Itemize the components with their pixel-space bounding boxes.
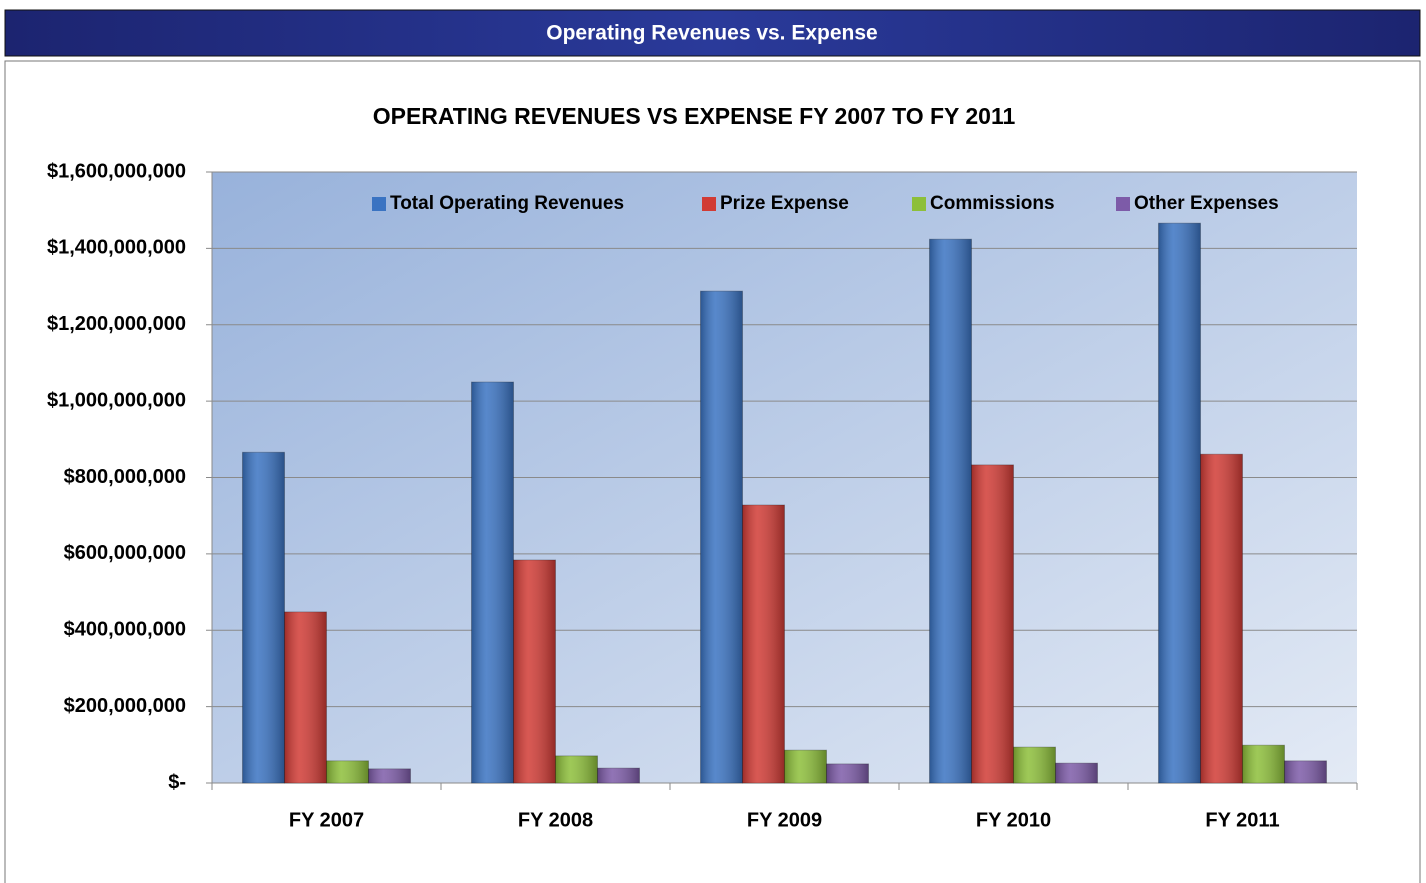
y-tick-label: $400,000,000 <box>64 619 186 641</box>
legend-swatch <box>1116 197 1130 211</box>
y-tick-label: $- <box>168 771 186 793</box>
y-tick-label: $1,200,000,000 <box>47 313 186 335</box>
legend-label: Commissions <box>930 193 1055 214</box>
header-title: Operating Revenues vs. Expense <box>546 22 877 45</box>
bar <box>1200 453 1243 784</box>
y-tick-label: $600,000,000 <box>64 542 186 564</box>
bar <box>284 611 327 784</box>
bar <box>1013 746 1056 784</box>
legend-label: Prize Expense <box>720 193 849 214</box>
bar <box>242 451 285 784</box>
legend-swatch <box>912 197 926 211</box>
bar <box>326 760 369 784</box>
x-tick-label: FY 2010 <box>976 809 1051 831</box>
bar <box>971 464 1014 784</box>
bar <box>1242 744 1285 784</box>
legend-swatch <box>702 197 716 211</box>
bar <box>929 238 972 784</box>
bar <box>784 749 827 784</box>
y-tick-label: $1,000,000,000 <box>47 389 186 411</box>
x-tick-label: FY 2007 <box>289 809 364 831</box>
y-tick-label: $1,400,000,000 <box>47 237 186 259</box>
y-tick-label: $800,000,000 <box>64 466 186 488</box>
x-tick-label: FY 2011 <box>1205 809 1279 831</box>
bar <box>513 559 556 784</box>
chart-title: OPERATING REVENUES VS EXPENSE FY 2007 TO… <box>373 103 1016 129</box>
bar <box>826 763 869 784</box>
bar <box>368 768 411 784</box>
bar <box>471 381 514 784</box>
bar <box>597 767 640 784</box>
bar <box>1284 760 1327 784</box>
legend-label: Other Expenses <box>1134 193 1279 214</box>
bar <box>555 755 598 784</box>
bar <box>742 504 785 784</box>
legend-swatch <box>372 197 386 211</box>
bar <box>1158 222 1201 784</box>
bar <box>700 290 743 784</box>
header-bar <box>4 9 1421 57</box>
y-tick-label: $1,600,000,000 <box>47 160 186 182</box>
legend-label: Total Operating Revenues <box>390 193 624 214</box>
x-tick-label: FY 2009 <box>747 809 822 831</box>
x-tick-label: FY 2008 <box>518 809 593 831</box>
bar <box>1055 762 1098 784</box>
y-tick-label: $200,000,000 <box>64 695 186 717</box>
